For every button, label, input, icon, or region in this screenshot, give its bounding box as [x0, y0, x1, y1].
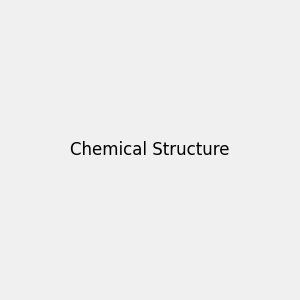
Text: Chemical Structure: Chemical Structure	[70, 141, 230, 159]
